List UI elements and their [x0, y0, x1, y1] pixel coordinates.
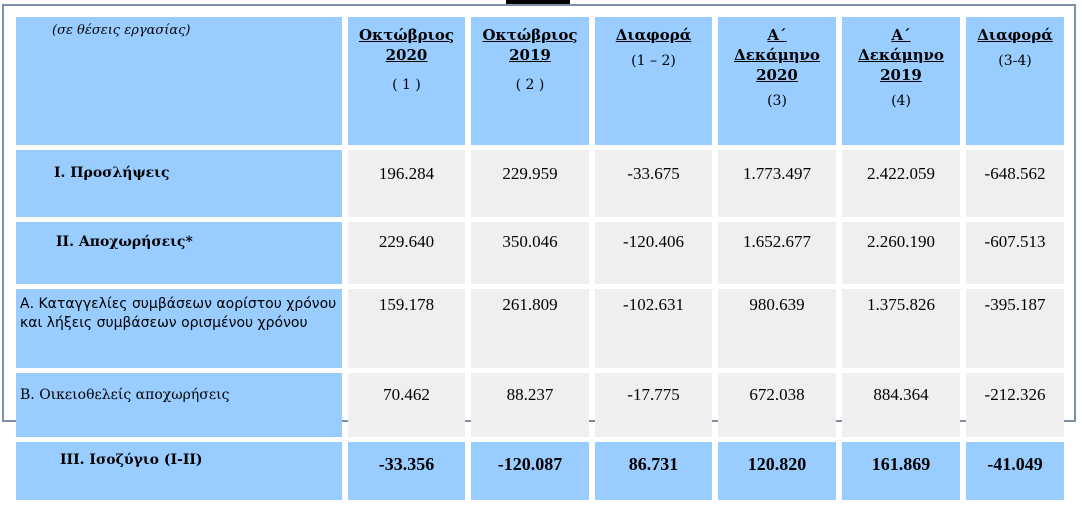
table-cell: 70.462 — [348, 373, 465, 437]
col-header-index: (4) — [891, 93, 911, 109]
table-cell: -17.775 — [595, 373, 712, 437]
table-cell: -648.562 — [966, 150, 1064, 217]
table-cell: 1.773.497 — [718, 150, 836, 217]
col-header-10m-2019: Α΄ Δεκάμηνο 2019 (4) — [842, 17, 960, 145]
table-cell: 120.820 — [718, 442, 836, 500]
col-header-title-line: Διαφορά — [977, 26, 1053, 44]
col-header-diff-1-2: Διαφορά (1 – 2) — [595, 17, 712, 145]
table-cell: 884.364 — [842, 373, 960, 437]
col-header-index: ( 2 ) — [515, 77, 545, 93]
table-row-terminations: Α. Καταγγελίες συμβάσεων αορίστου χρόνου… — [16, 289, 1064, 368]
col-header-title-line: Δεκάμηνο — [858, 46, 944, 64]
col-header-title-line: Οκτώβριος — [358, 26, 455, 44]
col-header-index: (3-4) — [998, 53, 1032, 69]
employment-flows-table: (σε θέσεις εργασίας) Οκτώβριος 2020 ( 1 )… — [10, 12, 1070, 505]
table-cell: -120.406 — [595, 222, 712, 284]
top-marker-bar — [506, 0, 570, 5]
header-row: (σε θέσεις εργασίας) Οκτώβριος 2020 ( 1 )… — [16, 17, 1064, 145]
row-label: ΙΙ. Αποχωρήσεις* — [16, 222, 342, 284]
row-label: Β. Οικειοθελείς αποχωρήσεις — [16, 373, 342, 437]
col-header-title-line: 2019 — [880, 66, 922, 84]
table-cell: 2.422.059 — [842, 150, 960, 217]
table-cell: 229.640 — [348, 222, 465, 284]
unit-note: (σε θέσεις εργασίας) — [16, 17, 342, 145]
table-row-separations: ΙΙ. Αποχωρήσεις* 229.640 350.046 -120.40… — [16, 222, 1064, 284]
table-cell: -33.356 — [348, 442, 465, 500]
row-label: Α. Καταγγελίες συμβάσεων αορίστου χρόνου… — [16, 289, 342, 368]
table-cell: -41.049 — [966, 442, 1064, 500]
table-cell: -212.326 — [966, 373, 1064, 437]
table-cell: 1.652.677 — [718, 222, 836, 284]
col-header-oct-2020: Οκτώβριος 2020 ( 1 ) — [348, 17, 465, 145]
table-cell: 88.237 — [471, 373, 589, 437]
table-cell: 2.260.190 — [842, 222, 960, 284]
col-header-title-line: Α΄ — [767, 26, 787, 44]
col-header-10m-2020: Α΄ Δεκάμηνο 2020 (3) — [718, 17, 836, 145]
col-header-title-line: 2019 — [509, 46, 551, 64]
table-cell: 672.038 — [718, 373, 836, 437]
col-header-diff-3-4: Διαφορά (3-4) — [966, 17, 1064, 145]
col-header-index: (1 – 2) — [631, 53, 676, 69]
col-header-title-line: Δεκάμηνο — [734, 46, 820, 64]
table-cell: -607.513 — [966, 222, 1064, 284]
row-label: ΙΙΙ. Ισοζύγιο (Ι-ΙΙ) — [16, 442, 342, 500]
table-cell: -395.187 — [966, 289, 1064, 368]
row-label: Ι. Προσλήψεις — [16, 150, 342, 217]
col-header-index: (3) — [767, 93, 787, 109]
table-cell: 261.809 — [471, 289, 589, 368]
table-cell: 980.639 — [718, 289, 836, 368]
table-cell: -33.675 — [595, 150, 712, 217]
table-frame: (σε θέσεις εργασίας) Οκτώβριος 2020 ( 1 )… — [2, 4, 1076, 500]
table-cell: 159.178 — [348, 289, 465, 368]
table-cell: 1.375.826 — [842, 289, 960, 368]
table-cell: 196.284 — [348, 150, 465, 217]
table-row-balance: ΙΙΙ. Ισοζύγιο (Ι-ΙΙ) -33.356 -120.087 86… — [16, 442, 1064, 500]
table-cell: 161.869 — [842, 442, 960, 500]
table-cell: 350.046 — [471, 222, 589, 284]
table-cell: 86.731 — [595, 442, 712, 500]
col-header-index: ( 1 ) — [392, 77, 421, 93]
col-header-title-line: Διαφορά — [615, 26, 692, 44]
col-header-title-line: Α΄ — [891, 26, 911, 44]
table-row-hires: Ι. Προσλήψεις 196.284 229.959 -33.675 1.… — [16, 150, 1064, 217]
col-header-title-line: 2020 — [756, 66, 798, 84]
table-cell: -120.087 — [471, 442, 589, 500]
table-row-voluntary-exits: Β. Οικειοθελείς αποχωρήσεις 70.462 88.23… — [16, 373, 1064, 437]
table-cell: 229.959 — [471, 150, 589, 217]
col-header-oct-2019: Οκτώβριος 2019 ( 2 ) — [471, 17, 589, 145]
col-header-title-line: Οκτώβριος — [482, 26, 578, 44]
col-header-title-line: 2020 — [385, 46, 428, 64]
table-cell: -102.631 — [595, 289, 712, 368]
